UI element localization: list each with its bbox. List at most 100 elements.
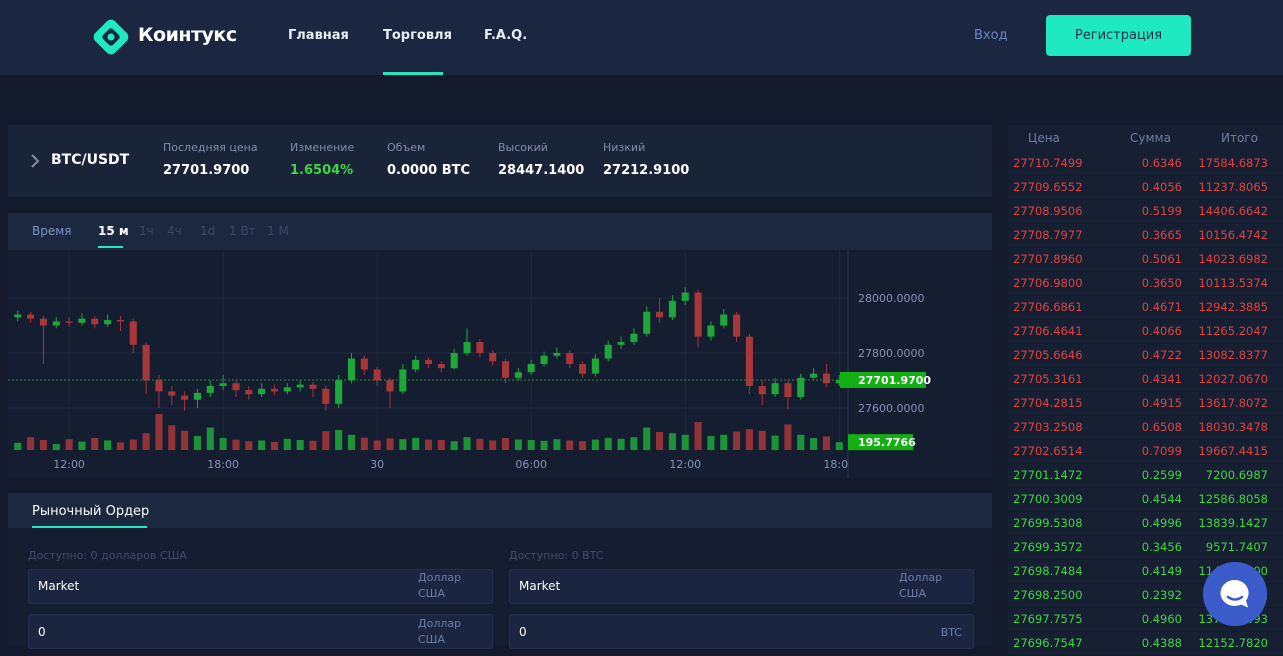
- volume-bar: [540, 440, 548, 450]
- nav-active-indicator: [383, 72, 443, 75]
- timeframe[interactable]: 1 Вт: [229, 224, 256, 238]
- login-link[interactable]: Вход: [974, 28, 1008, 43]
- nav-link[interactable]: F.A.Q.: [484, 28, 528, 43]
- candle-body: [784, 383, 792, 397]
- volume-bar: [681, 434, 689, 450]
- candle-body: [296, 384, 304, 388]
- timeframe[interactable]: 1d: [200, 224, 216, 238]
- volume-bar: [322, 431, 330, 450]
- logo-icon[interactable]: [90, 16, 132, 58]
- volume-bar: [450, 441, 458, 450]
- x-tick-label: 30: [370, 458, 384, 471]
- candle-body: [39, 318, 47, 326]
- x-tick-label: 18:00: [207, 458, 239, 471]
- ob-total: 13839.1427: [1198, 516, 1268, 530]
- volume-bar: [489, 440, 497, 450]
- nav-link[interactable]: Торговля: [383, 28, 452, 43]
- candle-body: [681, 292, 689, 301]
- candle-body: [566, 353, 574, 365]
- volume-bar: [437, 440, 445, 450]
- ob-amount: 0.4915: [1141, 396, 1182, 410]
- candle-body: [232, 383, 240, 391]
- ob-total: 10113.5374: [1198, 276, 1268, 290]
- timeframe[interactable]: 1ч: [139, 224, 154, 238]
- ob-row[interactable]: 27706.9800 0.3650 10113.5374: [1008, 272, 1283, 296]
- ob-row[interactable]: 27706.4641 0.4066 11265.2047: [1008, 320, 1283, 344]
- order-type-input[interactable]: [509, 569, 974, 604]
- candle-body: [322, 388, 330, 404]
- candle-body: [450, 353, 458, 369]
- stat-value: 27701.9700: [163, 163, 250, 178]
- ob-price: 27699.5308: [1013, 516, 1083, 530]
- chart-tabs: [8, 213, 992, 250]
- ob-price: 27706.6861: [1013, 300, 1083, 314]
- volume-bar: [835, 442, 843, 450]
- amount-unit: BTC: [940, 626, 962, 639]
- ob-amount: 0.7099: [1141, 444, 1182, 458]
- ob-row[interactable]: 27702.6514 0.7099 19667.4415: [1008, 440, 1283, 464]
- ob-price: 27704.2815: [1013, 396, 1083, 410]
- candle-body: [14, 314, 22, 318]
- ob-row[interactable]: 27703.2508 0.6508 18030.3478: [1008, 416, 1283, 440]
- ob-row[interactable]: 27701.1472 0.2599 7200.6987: [1008, 464, 1283, 488]
- candle-body: [373, 369, 381, 381]
- ob-row[interactable]: 27705.3161 0.4341 12027.0670: [1008, 368, 1283, 392]
- candle-body: [52, 321, 60, 326]
- candle-body: [193, 392, 201, 400]
- volume-bar: [463, 437, 471, 450]
- ob-row[interactable]: 27708.9506 0.5199 14406.6642: [1008, 200, 1283, 224]
- ob-row[interactable]: 27708.7977 0.3665 10156.4742: [1008, 224, 1283, 248]
- ob-amount: 0.5199: [1141, 204, 1182, 218]
- ob-amount: 0.4722: [1141, 348, 1182, 362]
- expand-arrow[interactable]: [29, 153, 41, 169]
- ob-total: 12942.3885: [1198, 300, 1268, 314]
- ob-amount: 0.6346: [1141, 156, 1182, 170]
- amount-input[interactable]: [28, 614, 493, 649]
- ob-row[interactable]: 27704.2815 0.4915 13617.8072: [1008, 392, 1283, 416]
- candle-body: [476, 342, 484, 354]
- ob-row[interactable]: 27706.6861 0.4671 12942.3885: [1008, 296, 1283, 320]
- current-volume-badge: [848, 434, 913, 451]
- ob-amount: 0.4960: [1141, 612, 1182, 626]
- candle-body: [347, 358, 356, 381]
- order-tab[interactable]: Рыночный Ордер: [32, 504, 150, 519]
- ob-price: 27708.7977: [1013, 228, 1083, 242]
- ob-row[interactable]: 27705.6646 0.4722 13082.8377: [1008, 344, 1283, 368]
- ob-header: Цена: [1028, 131, 1060, 145]
- ob-row[interactable]: 27709.6552 0.4056 11237.8065: [1008, 176, 1283, 200]
- ob-row[interactable]: 27696.7547 0.4388 12152.7820: [1008, 632, 1283, 656]
- candle-body: [797, 377, 805, 397]
- ob-row[interactable]: 27710.7499 0.6346 17584.6873: [1008, 152, 1283, 176]
- timeframe[interactable]: 4ч: [167, 224, 182, 238]
- ob-row[interactable]: 27699.3572 0.3456 9571.7407: [1008, 536, 1283, 560]
- stat-label: Высокий: [498, 141, 548, 154]
- order-type-input[interactable]: [28, 569, 493, 604]
- volume-bar: [65, 439, 73, 450]
- chat-button[interactable]: [1203, 562, 1267, 626]
- ob-row[interactable]: 27707.8960 0.5061 14023.6982: [1008, 248, 1283, 272]
- candle-body: [810, 373, 818, 378]
- ob-amount: 0.4544: [1141, 492, 1182, 506]
- timeframe[interactable]: 1 М: [267, 224, 289, 238]
- volume-bar: [643, 427, 651, 450]
- volume-bar: [527, 440, 535, 450]
- ob-row[interactable]: 27700.3009 0.4544 12586.8058: [1008, 488, 1283, 512]
- stat-label: Объем: [387, 141, 426, 154]
- ob-row[interactable]: 27699.5308 0.4996 13839.1427: [1008, 512, 1283, 536]
- amount-input[interactable]: [509, 614, 974, 649]
- register-button[interactable]: Регистрация: [1046, 15, 1191, 56]
- timeframe-label: Время: [32, 224, 72, 238]
- volume-bar: [91, 438, 99, 450]
- candle-body: [386, 380, 394, 392]
- stat-label: Последняя цена: [163, 141, 258, 154]
- nav-link[interactable]: Главная: [288, 28, 349, 43]
- timeframe[interactable]: 15 м: [98, 224, 129, 238]
- brand[interactable]: Коинтукс: [138, 24, 237, 46]
- timeframe-indicator: [98, 246, 123, 248]
- amount-unit: Доллар США: [418, 617, 462, 646]
- volume-bar: [579, 441, 587, 450]
- volume-bar: [296, 440, 304, 450]
- candle-body: [540, 355, 548, 365]
- volume-bar: [668, 433, 676, 450]
